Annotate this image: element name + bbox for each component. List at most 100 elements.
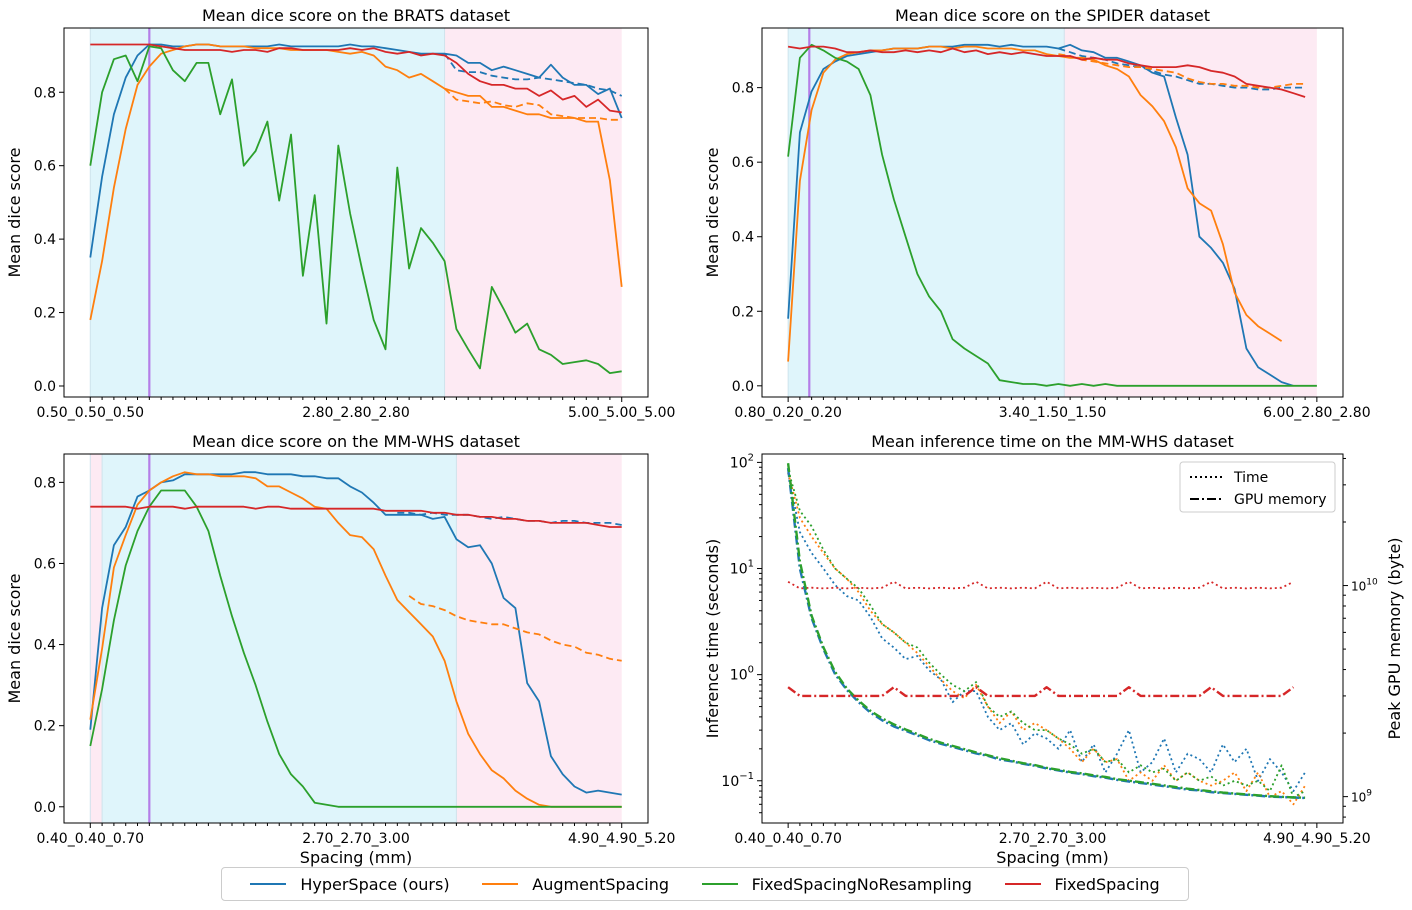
series-augment-dashed	[443, 87, 622, 121]
ytick-base: 10	[721, 774, 739, 790]
series-hyperspace-solid	[89, 471, 622, 796]
ytick-label: 0.2	[34, 719, 56, 735]
legend-item-hyperspace: HyperSpace (ours)	[250, 875, 450, 894]
ytick-exponent: 0	[748, 665, 754, 676]
band-train-spider-0	[788, 28, 1065, 397]
ytick-exponent: −1	[739, 771, 754, 782]
band-test-spider-1	[1064, 28, 1317, 397]
series-fixed-dotted	[787, 580, 1294, 590]
chart-brats: Mean dice score on the BRATS dataset 0.0 0…	[5, 6, 675, 421]
chart-title: Mean dice score on the BRATS dataset	[202, 6, 510, 25]
ytick-right-exponent: 10	[1366, 578, 1378, 588]
xtick-label: 0.50_0.50_0.50	[37, 405, 145, 421]
ytick-label: 100	[730, 665, 754, 684]
ytick-right-base: 10	[1351, 791, 1366, 805]
series-hyperspace-solid	[787, 43, 1294, 387]
series-fixednores-solid	[787, 43, 1317, 387]
legend-label-augmentspacing: AugmentSpacing	[532, 874, 669, 894]
band-test-mmwhs-0	[90, 454, 103, 823]
axes-frame	[63, 453, 649, 824]
y-axis-label: Mean dice score	[5, 148, 24, 278]
legend-swatch-augmentspacing	[482, 883, 519, 885]
series-augment-solid	[89, 471, 622, 808]
ytick-label: 101	[730, 559, 754, 578]
ytick-label: 0.8	[34, 85, 56, 101]
axes-frame	[761, 27, 1344, 398]
xtick-label: 2.70_2.70_3.00	[302, 831, 410, 847]
series-augment-dashed	[408, 595, 622, 662]
ytick-label: 0.6	[34, 159, 56, 175]
ytick-label: 0.8	[34, 475, 56, 491]
legend-item-augmentspacing: AugmentSpacing	[482, 875, 669, 894]
xtick-label: 6.00_2.80_2.80	[1263, 405, 1371, 421]
y-axis-label: Mean dice score	[703, 148, 722, 278]
chart-spider: Mean dice score on the SPIDER dataset 0.0…	[703, 6, 1371, 421]
series-fixednores-solid	[89, 489, 622, 808]
series-fixed-dashdot	[787, 686, 1295, 698]
ytick-base: 10	[730, 562, 748, 578]
axes-frame	[761, 453, 1344, 824]
band-train-brats-0	[90, 28, 445, 397]
xtick-label: 3.40_1.50_1.50	[999, 405, 1107, 421]
chart-inference: Mean inference time on the MM-WHS datase…	[703, 432, 1404, 867]
series-augment-dotted	[787, 472, 1306, 806]
legend-label-fixedspacing: FixedSpacing	[1054, 874, 1160, 894]
inner-legend-label: GPU memory	[1234, 492, 1326, 508]
legend-item-fixedspacingnoresampling: FixedSpacingNoResampling	[701, 874, 972, 894]
xtick-label: 4.90_4.90_5.20	[568, 831, 676, 847]
xtick-label: 2.70_2.70_3.00	[999, 831, 1107, 847]
axes-frame	[63, 27, 649, 398]
series-hyperspace-dashdot	[786, 467, 1306, 800]
ytick-label: 0.6	[732, 155, 754, 171]
ytick-label: 0.6	[34, 556, 56, 572]
ytick-label: 102	[730, 452, 754, 471]
ytick-right-label: 1010	[1351, 578, 1378, 594]
series-fixed-solid	[787, 45, 1306, 98]
series-group	[89, 471, 622, 808]
band-test-brats-1	[444, 28, 622, 397]
ytick-right-label: 109	[1351, 789, 1372, 805]
ytick-label: 0.0	[34, 800, 56, 816]
series-hyperspace-dashed	[1058, 47, 1306, 91]
inner-legend-box	[1179, 461, 1336, 513]
inner-legend-label: Time	[1233, 470, 1268, 486]
ytick-label: 0.2	[732, 304, 754, 320]
series-group	[786, 463, 1306, 806]
xtick-label: 0.80_0.20_0.20	[734, 405, 842, 421]
series-fixednores-solid	[89, 45, 622, 375]
y-axis-label: Mean dice score	[5, 574, 24, 704]
chart-title: Mean dice score on the MM-WHS dataset	[192, 432, 520, 451]
x-axis-label: Spacing (mm)	[300, 848, 412, 867]
chart-title: Mean inference time on the MM-WHS datase…	[871, 432, 1234, 451]
ytick-label: 0.4	[34, 232, 56, 248]
band-train-mmwhs-1	[102, 454, 457, 823]
series-fixed-solid	[90, 505, 622, 528]
ytick-label: 10−1	[721, 771, 754, 790]
legend-swatch-fixedspacing	[1004, 883, 1041, 885]
series-hyperspace-solid	[89, 43, 623, 258]
xtick-label: 0.40_0.40_0.70	[37, 831, 145, 847]
ytick-base: 10	[730, 455, 748, 471]
ytick-label: 0.2	[34, 306, 56, 322]
series-hyperspace-dotted	[787, 472, 1306, 792]
xtick-label: 4.90_4.90_5.20	[1263, 831, 1371, 847]
ytick-base: 10	[730, 668, 748, 684]
x-axis-label: Spacing (mm)	[996, 848, 1108, 867]
legend-label-fixedspacingnoresampling: FixedSpacingNoResampling	[751, 874, 972, 894]
ytick-label: 0.0	[732, 379, 754, 395]
series-group	[787, 43, 1317, 387]
legend-swatch-hyperspace	[250, 883, 287, 885]
series-fixednores-dotted	[787, 469, 1306, 799]
ytick-right-base: 10	[1351, 580, 1366, 594]
ytick-right-exponent: 9	[1366, 789, 1372, 799]
ytick-exponent: 1	[748, 559, 754, 570]
legend-swatch-fixedspacingnoresampling	[701, 883, 738, 885]
chart-mmwhs: Mean dice score on the MM-WHS dataset 0.0…	[5, 432, 675, 867]
legend-item-fixedspacing: FixedSpacing	[1004, 874, 1160, 894]
figure-legend: HyperSpace (ours) AugmentSpacing FixedSp…	[221, 867, 1189, 901]
ytick-label: 0.4	[34, 638, 56, 654]
xtick-label: 5.00_5.00_5.00	[568, 405, 676, 421]
series-hyperspace-dashed	[443, 53, 623, 97]
ytick-label: 0.4	[732, 230, 754, 246]
